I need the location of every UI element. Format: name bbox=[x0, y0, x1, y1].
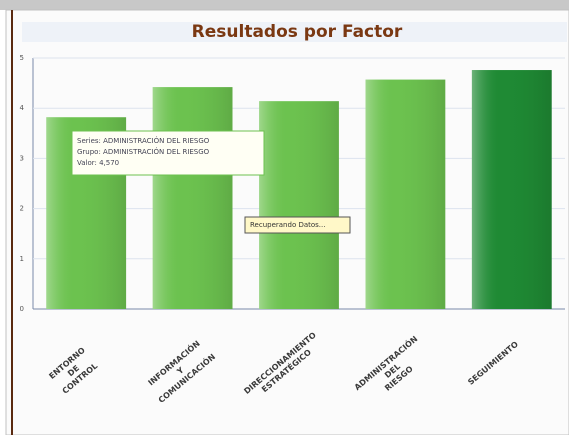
tooltip-box bbox=[71, 130, 265, 176]
top-bar bbox=[0, 0, 569, 10]
tooltip-line: Series: ADMINISTRACIÓN DEL RIESGO bbox=[77, 136, 210, 145]
tooltip-line: Valor: 4,570 bbox=[77, 159, 119, 167]
bar bbox=[471, 70, 552, 309]
bar bbox=[365, 79, 446, 309]
bar bbox=[152, 87, 233, 309]
status-box bbox=[244, 216, 351, 234]
y-tick-label: 5 bbox=[20, 54, 24, 62]
y-tick-label: 3 bbox=[20, 154, 24, 162]
y-tick-label: 2 bbox=[20, 205, 24, 213]
tooltip-line: Grupo: ADMINISTRACIÓN DEL RIESGO bbox=[77, 147, 210, 156]
title-band bbox=[22, 22, 567, 42]
chart-title: Resultados por Factor bbox=[192, 22, 403, 42]
y-tick-label: 0 bbox=[20, 305, 24, 313]
bar bbox=[259, 101, 339, 309]
status-text: Recuperando Datos... bbox=[250, 221, 325, 229]
y-tick-label: 1 bbox=[20, 255, 24, 263]
y-tick-label: 4 bbox=[20, 104, 25, 112]
